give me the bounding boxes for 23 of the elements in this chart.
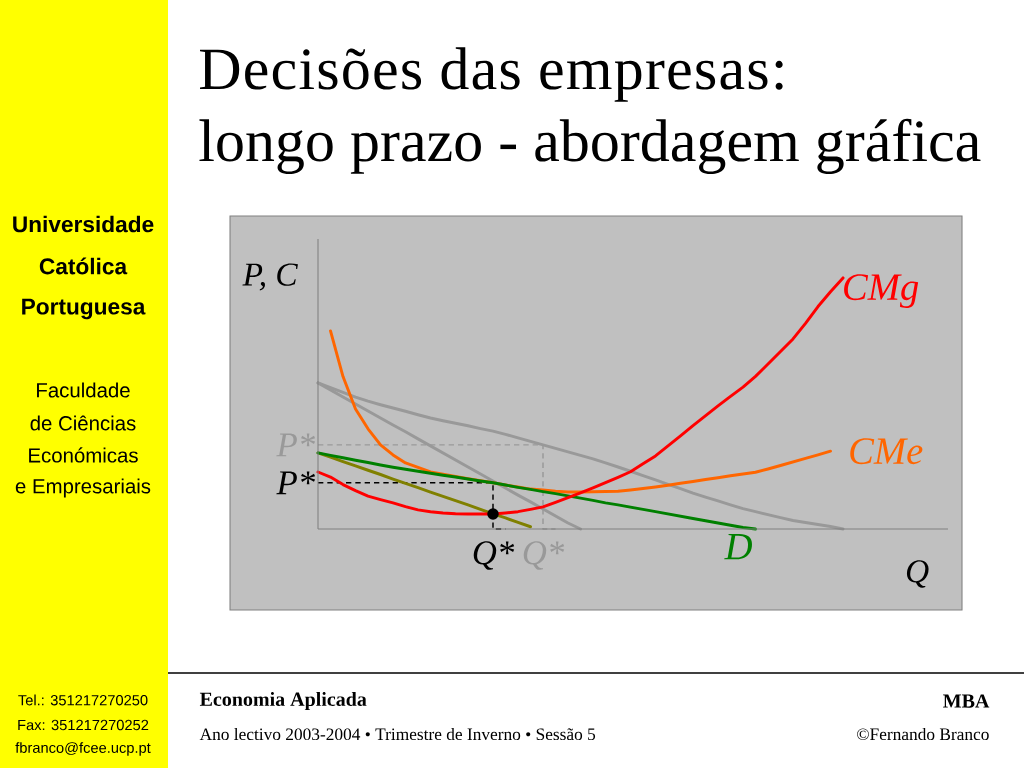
text: Católica bbox=[39, 257, 128, 275]
text: Faculdade bbox=[37, 382, 130, 398]
chart-title: Decisões das empresas: bbox=[200, 47, 783, 102]
series-label: CMe bbox=[850, 438, 923, 465]
y-axis-title: P, C bbox=[242, 263, 298, 291]
text: Económicas bbox=[29, 447, 138, 463]
x-tick-label: Q* bbox=[473, 541, 515, 570]
text: Tel.: 351217270250 bbox=[18, 694, 148, 706]
text: e Empresariais bbox=[15, 478, 151, 498]
text: fbranco@fcee.ucp.pt bbox=[15, 742, 151, 756]
text: de Ciências bbox=[30, 415, 136, 431]
text: MBA bbox=[943, 694, 990, 708]
text: Universidade bbox=[13, 215, 154, 233]
series-label: P* bbox=[276, 471, 316, 495]
series-label: D bbox=[724, 533, 752, 560]
text: ©Fernando Branco bbox=[857, 727, 989, 741]
text: Fax: 351217270252 bbox=[18, 719, 149, 731]
text: Ano lectivo 2003-2004 • Trimestre de Inverno • Sessão 5 bbox=[199, 727, 596, 741]
x-axis-title: Q bbox=[906, 560, 929, 588]
text: Economia Aplicada bbox=[199, 691, 367, 711]
text: Portuguesa bbox=[22, 298, 146, 320]
series-label: CMg bbox=[844, 274, 919, 309]
chart-subtitle: longo prazo - abordagem gráfica bbox=[199, 118, 981, 174]
